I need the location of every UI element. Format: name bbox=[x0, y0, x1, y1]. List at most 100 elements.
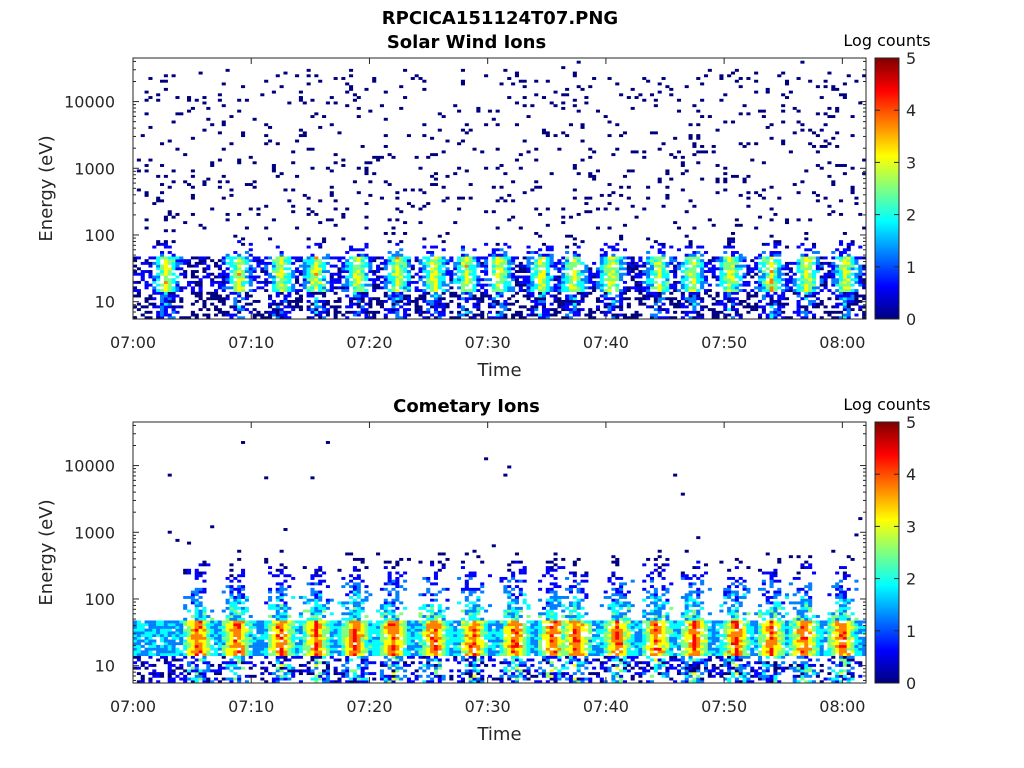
heatmap-cell bbox=[827, 270, 832, 273]
heatmap-cell bbox=[214, 642, 219, 646]
heatmap-cell bbox=[171, 289, 176, 293]
heatmap-cell bbox=[661, 77, 666, 80]
heatmap-cell bbox=[472, 278, 477, 282]
heatmap-cell bbox=[298, 639, 303, 643]
heatmap-cell bbox=[649, 261, 655, 265]
heatmap-cell bbox=[395, 294, 400, 298]
heatmap-cell bbox=[210, 625, 215, 629]
heatmap-cell bbox=[306, 272, 311, 276]
heatmap-cell bbox=[295, 174, 300, 178]
heatmap-cell bbox=[144, 193, 149, 197]
heatmap-cell bbox=[298, 631, 303, 635]
heatmap-cell bbox=[291, 305, 296, 309]
heatmap-cell bbox=[291, 576, 296, 580]
heatmap-cell bbox=[325, 647, 330, 651]
heatmap-cell bbox=[711, 313, 716, 317]
heatmap-cell bbox=[680, 316, 685, 320]
heatmap-cell bbox=[646, 286, 651, 290]
heatmap-cell bbox=[649, 93, 655, 97]
heatmap-cell bbox=[217, 631, 222, 635]
heatmap-cell bbox=[545, 280, 550, 284]
heatmap-cell bbox=[476, 299, 481, 303]
heatmap-cell bbox=[179, 650, 184, 654]
heatmap-cell bbox=[229, 644, 234, 648]
heatmap-cell bbox=[460, 68, 465, 72]
heatmap-cell bbox=[268, 598, 273, 602]
heatmap-cell bbox=[187, 672, 192, 676]
heatmap-cell bbox=[541, 308, 546, 312]
x-tick-label: 07:40 bbox=[583, 333, 629, 352]
y-tick-label: 100 bbox=[84, 226, 115, 245]
heatmap-cell bbox=[295, 289, 300, 293]
heatmap-cell bbox=[314, 264, 319, 268]
heatmap-cell bbox=[804, 275, 809, 279]
heatmap-cell bbox=[414, 289, 419, 293]
heatmap-cell bbox=[325, 677, 330, 681]
heatmap-cell bbox=[140, 634, 145, 637]
heatmap-cell bbox=[275, 615, 280, 618]
heatmap-cell bbox=[160, 253, 165, 257]
heatmap-cell bbox=[553, 297, 558, 301]
heatmap-cell bbox=[607, 272, 612, 276]
heatmap-cell bbox=[372, 313, 377, 317]
heatmap-cell bbox=[634, 96, 639, 99]
heatmap-cell bbox=[842, 286, 847, 290]
heatmap-cell bbox=[572, 242, 577, 246]
heatmap-cell bbox=[811, 256, 817, 260]
heatmap-cell bbox=[842, 164, 847, 167]
colorbar-tick-label: 3 bbox=[906, 153, 916, 172]
heatmap-cell bbox=[310, 628, 315, 632]
heatmap-cell bbox=[287, 620, 292, 624]
heatmap-cell bbox=[646, 261, 651, 265]
heatmap-cell bbox=[360, 286, 365, 290]
heatmap-cell bbox=[264, 655, 269, 659]
heatmap-cell bbox=[318, 221, 323, 225]
heatmap-cell bbox=[530, 261, 535, 265]
heatmap-cell bbox=[727, 240, 732, 244]
heatmap-cell bbox=[356, 253, 361, 257]
heatmap-cell bbox=[657, 289, 662, 293]
heatmap-cell bbox=[730, 272, 736, 276]
heatmap-cell bbox=[688, 267, 693, 271]
heatmap-cell bbox=[800, 316, 805, 320]
heatmap-cell bbox=[692, 204, 697, 208]
heatmap-cell bbox=[244, 620, 249, 624]
heatmap-cell bbox=[372, 280, 377, 284]
heatmap-cell bbox=[796, 283, 801, 287]
heatmap-cell bbox=[595, 270, 601, 273]
heatmap-cell bbox=[333, 672, 338, 676]
heatmap-cell bbox=[545, 264, 550, 268]
heatmap-cell bbox=[576, 109, 581, 113]
heatmap-cell bbox=[241, 593, 246, 597]
heatmap-cell bbox=[187, 109, 192, 113]
heatmap-cell bbox=[194, 264, 199, 268]
heatmap-cell bbox=[198, 596, 203, 599]
heatmap-cell bbox=[646, 79, 651, 83]
heatmap-cell bbox=[241, 134, 246, 138]
heatmap-cell bbox=[156, 93, 161, 97]
heatmap-cell bbox=[491, 283, 496, 287]
heatmap-cell bbox=[287, 280, 292, 284]
heatmap-cell bbox=[835, 164, 840, 167]
heatmap-cell bbox=[291, 286, 296, 290]
heatmap-cell bbox=[476, 305, 481, 309]
heatmap-cell bbox=[133, 289, 138, 293]
heatmap-cell bbox=[576, 261, 581, 265]
heatmap-cell bbox=[241, 612, 246, 616]
heatmap-cell bbox=[595, 297, 601, 301]
heatmap-cell bbox=[406, 294, 411, 298]
heatmap-cell bbox=[298, 625, 303, 629]
heatmap-cell bbox=[541, 242, 546, 246]
heatmap-cell bbox=[657, 299, 662, 303]
heatmap-cell bbox=[495, 310, 500, 314]
heatmap-cell bbox=[480, 294, 485, 298]
heatmap-cell bbox=[430, 305, 435, 309]
heatmap-cell bbox=[603, 310, 608, 314]
heatmap-cell bbox=[376, 310, 381, 314]
heatmap-cell bbox=[310, 593, 315, 597]
heatmap-cell bbox=[742, 145, 747, 148]
heatmap-cell bbox=[437, 286, 442, 290]
heatmap-cell bbox=[187, 98, 192, 102]
heatmap-cell bbox=[406, 308, 411, 312]
heatmap-cell bbox=[842, 248, 847, 252]
